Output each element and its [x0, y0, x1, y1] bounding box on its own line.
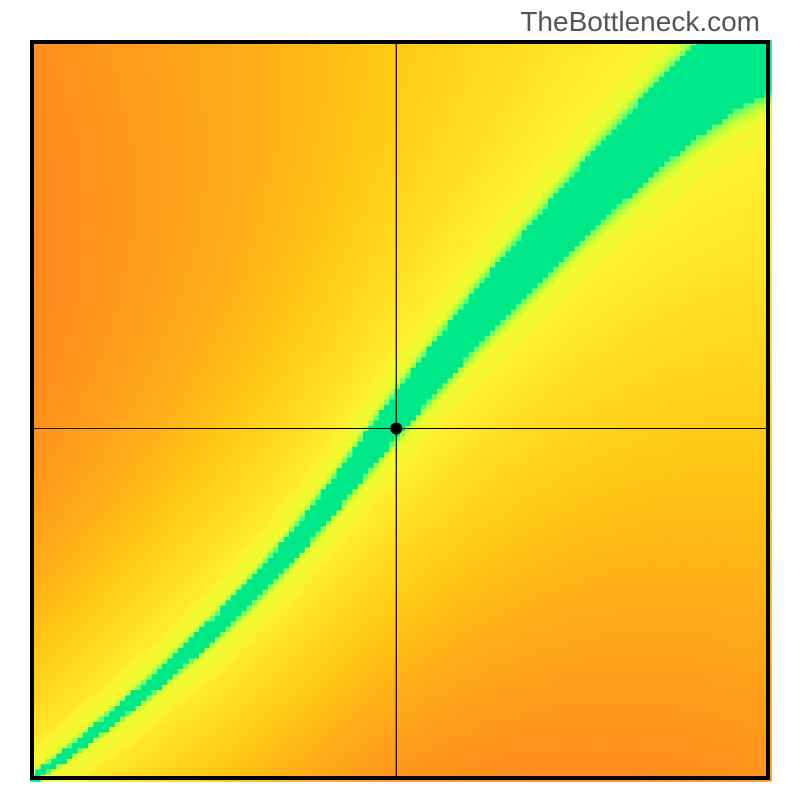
bottleneck-heatmap: [0, 0, 800, 800]
source-watermark: TheBottleneck.com: [520, 6, 760, 38]
